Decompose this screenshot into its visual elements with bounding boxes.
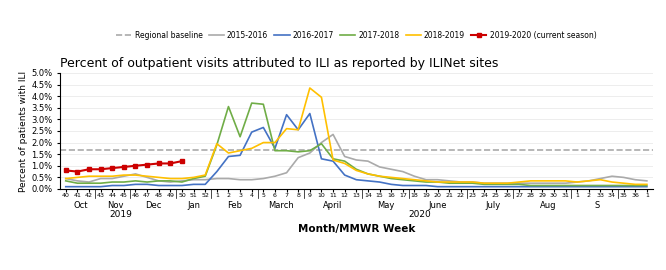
Text: July: July (486, 201, 500, 210)
Text: 2019: 2019 (109, 210, 133, 219)
Text: Percent of outpatient visits attributed to ILI as reported by ILINet sites: Percent of outpatient visits attributed … (60, 57, 498, 70)
Text: Nov: Nov (107, 201, 123, 210)
Text: Dec: Dec (145, 201, 161, 210)
Text: March: March (268, 201, 294, 210)
Text: 2020: 2020 (409, 210, 432, 219)
Text: June: June (428, 201, 447, 210)
Text: Jan: Jan (187, 201, 200, 210)
Text: April: April (324, 201, 343, 210)
Y-axis label: Percent of patients with ILI: Percent of patients with ILI (19, 70, 28, 191)
Text: May: May (377, 201, 394, 210)
Text: Month/MMWR Week: Month/MMWR Week (298, 224, 415, 234)
Text: Aug: Aug (540, 201, 556, 210)
Text: Feb: Feb (227, 201, 242, 210)
Text: S: S (595, 201, 600, 210)
Legend: Regional baseline, 2015-2016, 2016-2017, 2017-2018, 2018-2019, 2019-2020 (curren: Regional baseline, 2015-2016, 2016-2017,… (113, 28, 599, 43)
Text: Oct: Oct (73, 201, 87, 210)
